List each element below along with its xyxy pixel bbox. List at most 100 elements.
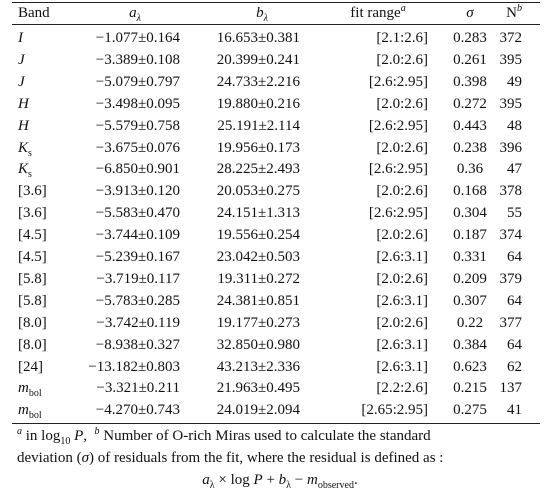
table-cell: 0.22: [456, 314, 484, 331]
table-cell: [2.65:2.95]: [361, 402, 428, 419]
top-rule: [12, 2, 540, 3]
footnote-text: P: [70, 428, 84, 444]
table-cell: 19.880±0.216: [216, 95, 300, 112]
table-cell: 49: [507, 73, 522, 90]
table-cell: I: [18, 28, 23, 48]
subscript: bol: [28, 410, 42, 422]
table-cell: −3.498±0.095: [95, 95, 180, 112]
table-cell: 0.283: [453, 30, 487, 46]
table-cell: 0.307: [453, 292, 487, 309]
footnote-line: deviation (σ) of residuals from the fit,…: [17, 448, 560, 468]
table-cell: 0.272: [453, 95, 487, 112]
footnote-line: a in log10 P, b Number of O-rich Miras u…: [17, 426, 560, 447]
cell-text: [4.5]: [18, 227, 47, 244]
table-cell: 377: [499, 314, 523, 331]
header-rule: [12, 24, 540, 25]
footnote-text: a: [202, 472, 210, 488]
cell-text: J: [18, 73, 25, 90]
table-cell: [2.6:3.1]: [376, 249, 428, 265]
table-cell: 62: [507, 358, 522, 375]
table-cell: [2.6:2.95]: [368, 161, 428, 178]
cell-text: I: [18, 30, 23, 46]
cell-text: [24]: [18, 358, 43, 375]
header-cell: σ: [410, 3, 530, 23]
table-cell: 0.443: [453, 117, 487, 134]
table-cell: [3.6]: [18, 203, 47, 223]
cell-text: [8.0]: [18, 336, 47, 353]
table-cell: [2.2:2.6]: [376, 380, 428, 397]
footnote-text: observed: [317, 480, 354, 491]
table-cell: −4.270±0.743: [95, 402, 180, 419]
table-cell: −3.389±0.108: [95, 51, 180, 68]
table-cell: mbol: [18, 400, 42, 422]
table-cell: 0.36: [456, 161, 484, 178]
cell-text: m: [18, 380, 29, 397]
table-cell: 374: [499, 227, 523, 244]
footnote-text: deviation (: [17, 450, 82, 466]
bottom-rule: [12, 423, 540, 424]
cell-text: [5.8]: [18, 292, 47, 309]
cell-text: [3.6]: [18, 183, 47, 200]
table-cell: J: [18, 50, 25, 70]
table-cell: 395: [499, 95, 523, 112]
table-cell: J: [18, 72, 25, 92]
table-cell: 47: [507, 161, 522, 178]
footnote-text: P: [253, 472, 263, 488]
table-cell: −13.182±0.803: [88, 358, 180, 375]
cell-text: fit range: [350, 5, 401, 21]
table-cell: [8.0]: [18, 335, 47, 355]
table-cell: 396: [499, 139, 523, 156]
table-cell: mbol: [18, 378, 42, 399]
table-cell: −5.583±0.470: [95, 205, 180, 222]
table-cell: 0.384: [453, 336, 487, 353]
footnote-text: λ: [209, 480, 215, 491]
cell-text: σ: [466, 5, 474, 21]
table-cell: 24.381±0.851: [216, 292, 300, 309]
cell-text: K: [18, 161, 29, 178]
table-cell: 48: [507, 117, 522, 134]
table-cell: H: [18, 94, 29, 114]
footnote-text: .: [353, 472, 358, 488]
table-cell: 379: [499, 270, 523, 287]
table-cell: [2.1:2.6]: [376, 30, 428, 46]
cell-text: [4.5]: [18, 249, 47, 265]
subscript: λ: [263, 13, 268, 24]
table-cell: 19.311±0.272: [217, 270, 300, 287]
table-cell: [2.6:2.95]: [368, 73, 428, 90]
footnote-text: ,: [83, 428, 95, 444]
table-cell: Ks: [18, 138, 32, 159]
footnote-text: × log: [214, 472, 254, 488]
table-cell: −3.675±0.076: [95, 139, 180, 156]
footnote-text: b: [94, 426, 100, 437]
table-cell: 0.623: [453, 358, 487, 375]
table-cell: H: [18, 116, 29, 136]
cell-text: [3.6]: [18, 205, 47, 222]
footnote-text: −: [291, 472, 307, 488]
table-cell: 19.177±0.273: [216, 314, 300, 331]
table-cell: 0.238: [453, 139, 487, 156]
cell-text: m: [18, 402, 29, 419]
cell-text: H: [18, 117, 29, 134]
table-cell: −8.938±0.327: [95, 336, 180, 353]
footnote-text: b: [278, 472, 287, 488]
cell-text: [8.0]: [18, 314, 47, 331]
table-cell: [2.6:2.95]: [368, 205, 428, 222]
superscript: b: [517, 3, 522, 14]
cell-text: a: [129, 5, 137, 21]
table-cell: 137: [499, 380, 523, 397]
table-cell: −3.744±0.109: [95, 227, 180, 244]
table-cell: [2.6:3.1]: [376, 358, 428, 375]
cell-text: H: [18, 95, 29, 112]
header-cell: Nb: [506, 3, 522, 23]
table-cell: 21.963±0.495: [216, 380, 300, 397]
cell-text: [5.8]: [18, 270, 47, 287]
table-cell: 0.215: [453, 380, 487, 397]
table-cell: 0.168: [453, 183, 487, 200]
table-cell: 28.225±2.493: [216, 161, 300, 178]
table-cell: [24]: [18, 357, 43, 377]
table-cell: [4.5]: [18, 225, 47, 245]
footnote-text: 10: [60, 436, 71, 447]
table-cell: [2.0:2.6]: [376, 95, 428, 112]
table-cell: −1.077±0.164: [95, 30, 180, 46]
cell-text: N: [506, 5, 517, 21]
